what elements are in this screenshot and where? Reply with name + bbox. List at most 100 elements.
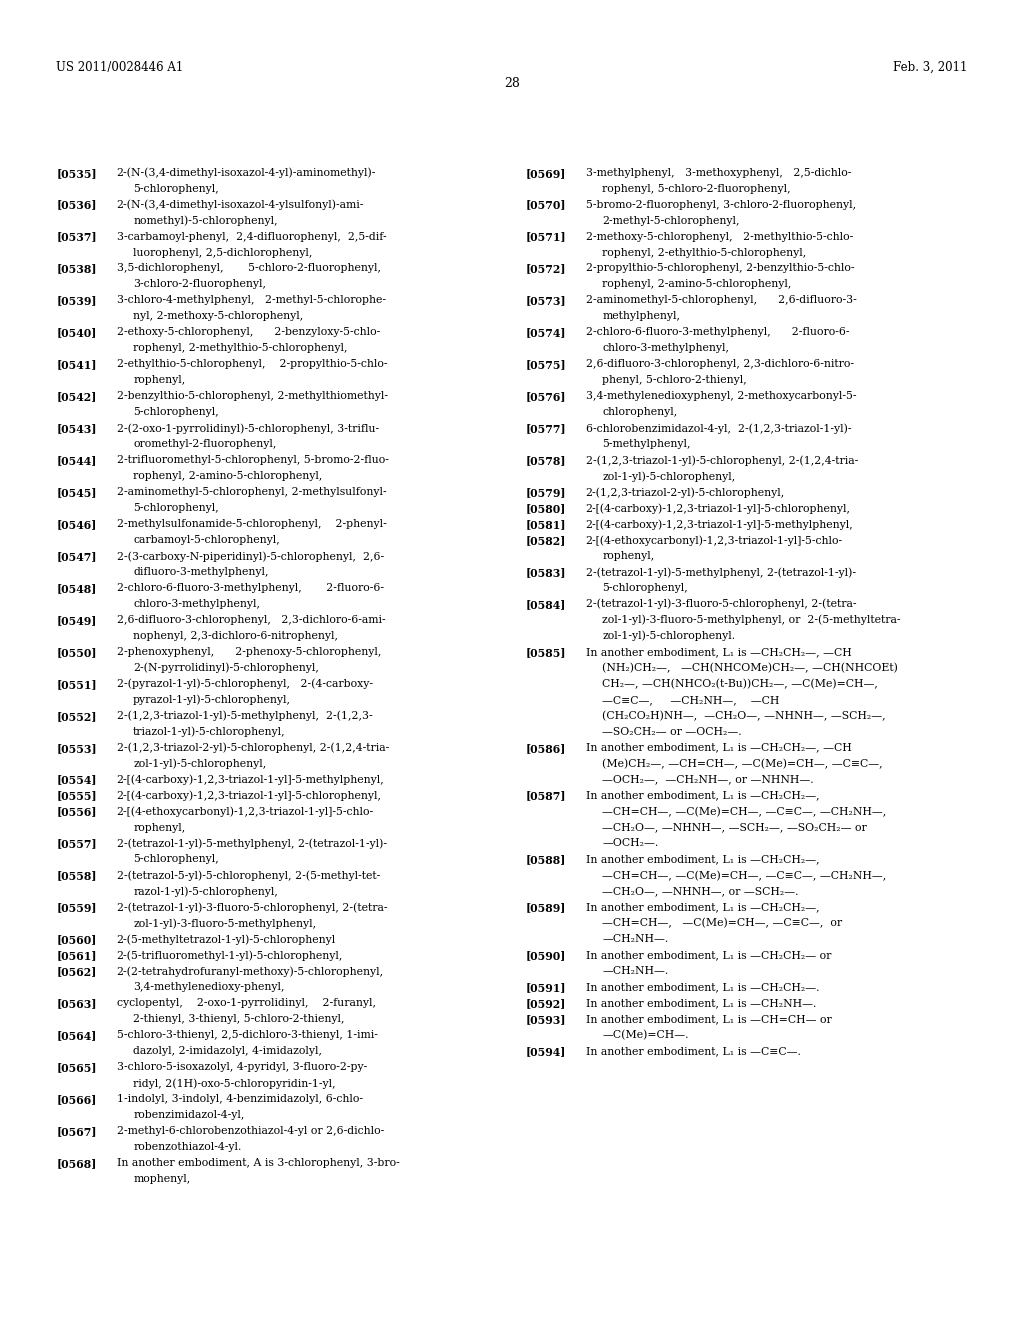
Text: —CH=CH—,   —C(Me)=CH—, —C≡C—,  or: —CH=CH—, —C(Me)=CH—, —C≡C—, or — [602, 919, 842, 929]
Text: 2-trifluoromethyl-5-chlorophenyl, 5-bromo-2-fluo-: 2-trifluoromethyl-5-chlorophenyl, 5-brom… — [117, 455, 389, 465]
Text: [0573]: [0573] — [525, 296, 566, 306]
Text: In another embodiment, L₁ is —CH₂CH₂—.: In another embodiment, L₁ is —CH₂CH₂—. — [586, 982, 819, 993]
Text: difluoro-3-methylphenyl,: difluoro-3-methylphenyl, — [133, 568, 268, 577]
Text: rophenyl,: rophenyl, — [133, 375, 185, 385]
Text: dazolyl, 2-imidazolyl, 4-imidazolyl,: dazolyl, 2-imidazolyl, 4-imidazolyl, — [133, 1047, 323, 1056]
Text: 6-chlorobenzimidazol-4-yl,  2-(1,2,3-triazol-1-yl)-: 6-chlorobenzimidazol-4-yl, 2-(1,2,3-tria… — [586, 424, 851, 434]
Text: [0553]: [0553] — [56, 743, 97, 754]
Text: [0540]: [0540] — [56, 327, 96, 338]
Text: —CH₂NH—.: —CH₂NH—. — [602, 935, 669, 944]
Text: (Me)CH₂—, —CH=CH—, —C(Me)=CH—, —C≡C—,: (Me)CH₂—, —CH=CH—, —C(Me)=CH—, —C≡C—, — [602, 759, 883, 770]
Text: 2,6-difluoro-3-chlorophenyl, 2,3-dichloro-6-nitro-: 2,6-difluoro-3-chlorophenyl, 2,3-dichlor… — [586, 359, 854, 370]
Text: rophenyl,: rophenyl, — [602, 550, 654, 561]
Text: 1-indolyl, 3-indolyl, 4-benzimidazolyl, 6-chlo-: 1-indolyl, 3-indolyl, 4-benzimidazolyl, … — [117, 1094, 362, 1104]
Text: In another embodiment, L₁ is —CH₂NH—.: In another embodiment, L₁ is —CH₂NH—. — [586, 998, 816, 1008]
Text: [0547]: [0547] — [56, 550, 97, 562]
Text: [0561]: [0561] — [56, 950, 97, 961]
Text: 3,5-dichlorophenyl,       5-chloro-2-fluorophenyl,: 3,5-dichlorophenyl, 5-chloro-2-fluorophe… — [117, 264, 381, 273]
Text: [0543]: [0543] — [56, 424, 97, 434]
Text: [0584]: [0584] — [525, 599, 565, 610]
Text: 2-[(4-carboxy)-1,2,3-triazol-1-yl]-5-methylphenyl,: 2-[(4-carboxy)-1,2,3-triazol-1-yl]-5-met… — [586, 519, 853, 529]
Text: [0545]: [0545] — [56, 487, 97, 498]
Text: —CH=CH—, —C(Me)=CH—, —C≡C—, —CH₂NH—,: —CH=CH—, —C(Me)=CH—, —C≡C—, —CH₂NH—, — [602, 870, 887, 880]
Text: carbamoyl-5-chlorophenyl,: carbamoyl-5-chlorophenyl, — [133, 535, 280, 545]
Text: [0563]: [0563] — [56, 998, 97, 1010]
Text: [0539]: [0539] — [56, 296, 97, 306]
Text: [0588]: [0588] — [525, 854, 565, 866]
Text: [0570]: [0570] — [525, 199, 566, 211]
Text: Feb. 3, 2011: Feb. 3, 2011 — [893, 61, 968, 74]
Text: oromethyl-2-fluorophenyl,: oromethyl-2-fluorophenyl, — [133, 440, 276, 449]
Text: 2-(tetrazol-1-yl)-3-fluoro-5-chlorophenyl, 2-(tetra-: 2-(tetrazol-1-yl)-3-fluoro-5-chloropheny… — [117, 903, 387, 913]
Text: 28: 28 — [504, 77, 520, 90]
Text: 3-carbamoyl-phenyl,  2,4-difluorophenyl,  2,5-dif-: 3-carbamoyl-phenyl, 2,4-difluorophenyl, … — [117, 231, 386, 242]
Text: [0583]: [0583] — [525, 568, 566, 578]
Text: —SO₂CH₂— or —OCH₂—.: —SO₂CH₂— or —OCH₂—. — [602, 727, 741, 737]
Text: 2-methyl-5-chlorophenyl,: 2-methyl-5-chlorophenyl, — [602, 215, 739, 226]
Text: [0566]: [0566] — [56, 1094, 96, 1105]
Text: robenzothiazol-4-yl.: robenzothiazol-4-yl. — [133, 1142, 242, 1152]
Text: 5-methylphenyl,: 5-methylphenyl, — [602, 440, 690, 449]
Text: 2-[(4-ethoxycarbonyl)-1,2,3-triazol-1-yl]-5-chlo-: 2-[(4-ethoxycarbonyl)-1,2,3-triazol-1-yl… — [586, 535, 843, 545]
Text: 5-chlorophenyl,: 5-chlorophenyl, — [133, 503, 219, 513]
Text: [0568]: [0568] — [56, 1158, 96, 1170]
Text: nyl, 2-methoxy-5-chlorophenyl,: nyl, 2-methoxy-5-chlorophenyl, — [133, 312, 303, 321]
Text: US 2011/0028446 A1: US 2011/0028446 A1 — [56, 61, 183, 74]
Text: [0538]: [0538] — [56, 264, 97, 275]
Text: zol-1-yl)-5-chlorophenyl,: zol-1-yl)-5-chlorophenyl, — [133, 759, 266, 770]
Text: In another embodiment, L₁ is —C≡C—.: In another embodiment, L₁ is —C≡C—. — [586, 1047, 801, 1056]
Text: [0535]: [0535] — [56, 168, 97, 178]
Text: [0557]: [0557] — [56, 838, 97, 850]
Text: In another embodiment, L₁ is —CH₂CH₂—,: In another embodiment, L₁ is —CH₂CH₂—, — [586, 854, 819, 865]
Text: 2-(2-tetrahydrofuranyl-methoxy)-5-chlorophenyl,: 2-(2-tetrahydrofuranyl-methoxy)-5-chloro… — [117, 966, 384, 977]
Text: [0587]: [0587] — [525, 791, 566, 801]
Text: CH₂—, —CH(NHCO₂(t-Bu))CH₂—, —C(Me)=CH—,: CH₂—, —CH(NHCO₂(t-Bu))CH₂—, —C(Me)=CH—, — [602, 678, 878, 689]
Text: —CH=CH—, —C(Me)=CH—, —C≡C—, —CH₂NH—,: —CH=CH—, —C(Me)=CH—, —C≡C—, —CH₂NH—, — [602, 807, 887, 817]
Text: [0551]: [0551] — [56, 678, 97, 690]
Text: [0536]: [0536] — [56, 199, 97, 211]
Text: 2-(tetrazol-1-yl)-3-fluoro-5-chlorophenyl, 2-(tetra-: 2-(tetrazol-1-yl)-3-fluoro-5-chloropheny… — [586, 599, 856, 610]
Text: [0560]: [0560] — [56, 935, 96, 945]
Text: 2-[(4-carboxy)-1,2,3-triazol-1-yl]-5-methylphenyl,: 2-[(4-carboxy)-1,2,3-triazol-1-yl]-5-met… — [117, 775, 384, 785]
Text: rophenyl, 2-methylthio-5-chlorophenyl,: rophenyl, 2-methylthio-5-chlorophenyl, — [133, 343, 347, 354]
Text: —CH₂O—, —NHNH—, —SCH₂—, —SO₂CH₂— or: —CH₂O—, —NHNH—, —SCH₂—, —SO₂CH₂— or — [602, 822, 867, 833]
Text: nophenyl, 2,3-dichloro-6-nitrophenyl,: nophenyl, 2,3-dichloro-6-nitrophenyl, — [133, 631, 338, 640]
Text: 2-[(4-carboxy)-1,2,3-triazol-1-yl]-5-chlorophenyl,: 2-[(4-carboxy)-1,2,3-triazol-1-yl]-5-chl… — [586, 503, 851, 513]
Text: [0574]: [0574] — [525, 327, 566, 338]
Text: 2-(1,2,3-triazol-1-yl)-5-chlorophenyl, 2-(1,2,4-tria-: 2-(1,2,3-triazol-1-yl)-5-chlorophenyl, 2… — [586, 455, 858, 466]
Text: 5-chloro-3-thienyl, 2,5-dichloro-3-thienyl, 1-imi-: 5-chloro-3-thienyl, 2,5-dichloro-3-thien… — [117, 1030, 378, 1040]
Text: rophenyl, 2-amino-5-chlorophenyl,: rophenyl, 2-amino-5-chlorophenyl, — [602, 280, 792, 289]
Text: 2-[(4-carboxy)-1,2,3-triazol-1-yl]-5-chlorophenyl,: 2-[(4-carboxy)-1,2,3-triazol-1-yl]-5-chl… — [117, 791, 382, 801]
Text: zol-1-yl)-3-fluoro-5-methylphenyl, or  2-(5-methyltetra-: zol-1-yl)-3-fluoro-5-methylphenyl, or 2-… — [602, 615, 901, 626]
Text: [0581]: [0581] — [525, 519, 566, 531]
Text: 2-(1,2,3-triazol-1-yl)-5-methylphenyl,  2-(1,2,3-: 2-(1,2,3-triazol-1-yl)-5-methylphenyl, 2… — [117, 710, 373, 721]
Text: 2-(pyrazol-1-yl)-5-chlorophenyl,   2-(4-carboxy-: 2-(pyrazol-1-yl)-5-chlorophenyl, 2-(4-ca… — [117, 678, 373, 689]
Text: [0582]: [0582] — [525, 535, 565, 546]
Text: chloro-3-methylphenyl,: chloro-3-methylphenyl, — [602, 343, 729, 354]
Text: [0565]: [0565] — [56, 1063, 97, 1073]
Text: 3,4-methylenedioxyphenyl, 2-methoxycarbonyl-5-: 3,4-methylenedioxyphenyl, 2-methoxycarbo… — [586, 391, 856, 401]
Text: [0562]: [0562] — [56, 966, 96, 977]
Text: zol-1-yl)-5-chlorophenyl.: zol-1-yl)-5-chlorophenyl. — [602, 631, 735, 642]
Text: 2-(5-trifluoromethyl-1-yl)-5-chlorophenyl,: 2-(5-trifluoromethyl-1-yl)-5-chloropheny… — [117, 950, 343, 961]
Text: [0558]: [0558] — [56, 870, 97, 882]
Text: 2-methyl-6-chlorobenzothiazol-4-yl or 2,6-dichlo-: 2-methyl-6-chlorobenzothiazol-4-yl or 2,… — [117, 1126, 384, 1137]
Text: [0569]: [0569] — [525, 168, 565, 178]
Text: [0554]: [0554] — [56, 775, 97, 785]
Text: —C≡C—,     —CH₂NH—,    —CH: —C≡C—, —CH₂NH—, —CH — [602, 694, 779, 705]
Text: [0542]: [0542] — [56, 391, 96, 403]
Text: ridyl, 2(1H)-oxo-5-chloropyridin-1-yl,: ridyl, 2(1H)-oxo-5-chloropyridin-1-yl, — [133, 1078, 336, 1089]
Text: (NH₂)CH₂—,   —CH(NHCOMe)CH₂—, —CH(NHCOEt): (NH₂)CH₂—, —CH(NHCOMe)CH₂—, —CH(NHCOEt) — [602, 663, 898, 673]
Text: 3-methylphenyl,   3-methoxyphenyl,   2,5-dichlo-: 3-methylphenyl, 3-methoxyphenyl, 2,5-dic… — [586, 168, 851, 178]
Text: [0592]: [0592] — [525, 998, 565, 1010]
Text: 5-chlorophenyl,: 5-chlorophenyl, — [133, 854, 219, 865]
Text: [0564]: [0564] — [56, 1030, 96, 1041]
Text: —CH₂NH—.: —CH₂NH—. — [602, 966, 669, 977]
Text: [0580]: [0580] — [525, 503, 565, 513]
Text: 2-(1,2,3-triazol-2-yl)-5-chlorophenyl,: 2-(1,2,3-triazol-2-yl)-5-chlorophenyl, — [586, 487, 785, 498]
Text: cyclopentyl,    2-oxo-1-pyrrolidinyl,    2-furanyl,: cyclopentyl, 2-oxo-1-pyrrolidinyl, 2-fur… — [117, 998, 376, 1008]
Text: [0555]: [0555] — [56, 791, 97, 801]
Text: 2-aminomethyl-5-chlorophenyl,      2,6-difluoro-3-: 2-aminomethyl-5-chlorophenyl, 2,6-difluo… — [586, 296, 856, 305]
Text: 2-benzylthio-5-chlorophenyl, 2-methylthiomethyl-: 2-benzylthio-5-chlorophenyl, 2-methylthi… — [117, 391, 388, 401]
Text: [0589]: [0589] — [525, 903, 565, 913]
